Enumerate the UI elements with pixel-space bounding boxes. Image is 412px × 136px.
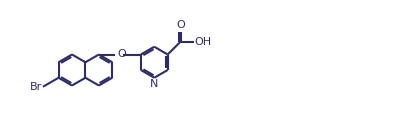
Text: Br: Br bbox=[30, 82, 42, 92]
Text: N: N bbox=[150, 79, 159, 89]
Text: O: O bbox=[117, 49, 126, 59]
Text: OH: OH bbox=[194, 36, 211, 47]
Text: O: O bbox=[176, 21, 185, 30]
